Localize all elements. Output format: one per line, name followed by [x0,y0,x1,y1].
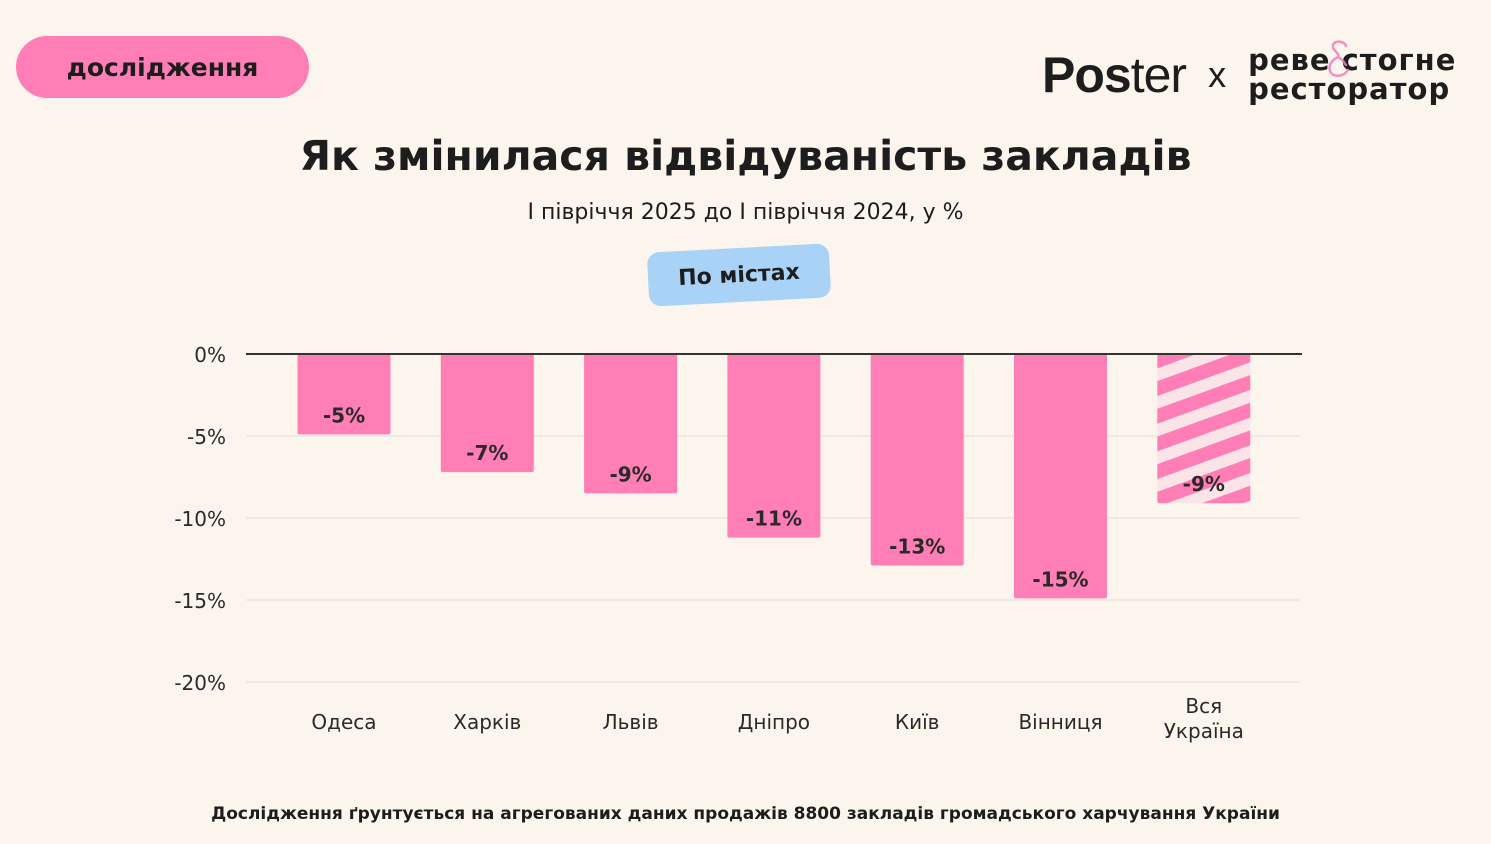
bar [584,354,678,494]
y-tick-label: -10% [174,507,226,531]
data-label: -5% [323,403,365,427]
y-tick-label: -20% [174,671,226,695]
bar [440,354,534,473]
y-tick-label: -5% [187,425,226,449]
partner-logo: реве стогне ресторатор [1248,40,1457,106]
bar [1157,354,1251,504]
bar [1014,354,1107,599]
y-tick-label: 0% [194,343,226,367]
research-badge: дослідження [16,36,309,98]
x-tick-label: Дніпро [738,710,810,734]
logo-separator: x [1208,54,1227,95]
poster-logo: Poster [1042,47,1187,103]
chart-subtitle: І півріччя 2025 до І півріччя 2024, у % [527,200,964,225]
x-tick-label: Харків [453,710,521,734]
y-tick-label: -15% [174,589,226,613]
x-tick-label: Вся Україна [1164,694,1244,743]
x-tick-label: Львів [603,710,659,734]
data-label: -9% [1183,472,1225,496]
x-tick-label: Київ [895,710,940,734]
partner-line2: ресторатор [1248,72,1451,106]
x-tick-label: Вінниця [1018,710,1102,734]
data-label: -15% [1032,567,1088,591]
bar [727,354,821,538]
footer-note: Дослідження ґрунтується на агрегованих д… [211,804,1280,824]
bar [297,354,391,435]
ampersand-icon [1328,40,1350,77]
data-label: -7% [466,441,508,465]
x-tick-label: Одеса [311,710,376,734]
data-label: -13% [889,535,945,559]
logo: Poster x реве стогне ресторатор [1042,40,1456,110]
data-label: -11% [746,507,802,531]
bar [870,354,964,566]
chart-title: Як змінилася відвідуваність закладів [299,132,1192,180]
partner-line1: реве стогне [1248,43,1457,77]
data-label: -9% [609,462,651,486]
